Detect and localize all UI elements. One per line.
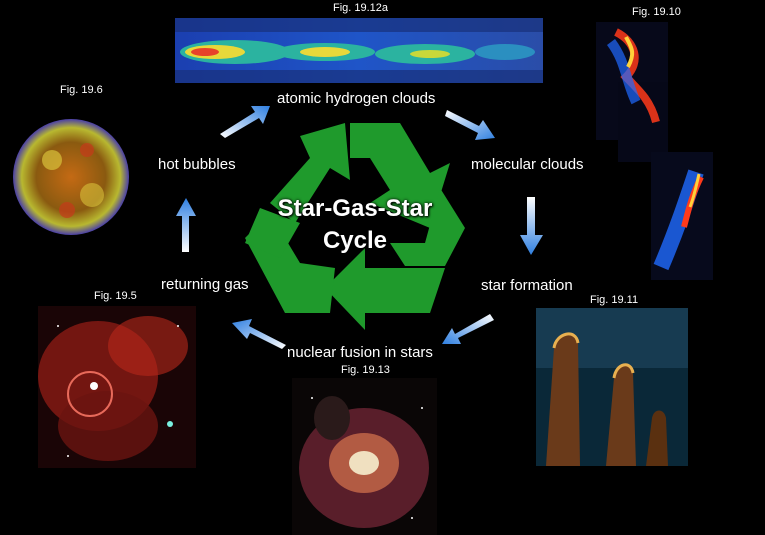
stage-hot-bubbles: hot bubbles xyxy=(158,156,236,173)
supernova-remnant-image xyxy=(13,119,129,235)
fig-label-19-13: Fig. 19.13 xyxy=(341,364,390,376)
stage-returning-gas: returning gas xyxy=(161,276,249,293)
stage-molecular-clouds: molecular clouds xyxy=(471,156,584,173)
hydrogen-map-image xyxy=(175,18,543,83)
cycle-title: Star-Gas-Star Cycle xyxy=(210,193,500,257)
arrow-bubbles-to-atomic-icon xyxy=(220,106,270,138)
arrow-atomic-to-molecular-icon xyxy=(445,110,495,140)
arrow-returning-to-bubbles-icon xyxy=(176,198,196,252)
stage-nuclear-fusion: nuclear fusion in stars xyxy=(287,344,433,361)
title-line-1: Star-Gas-Star xyxy=(277,195,433,222)
recycle-symbol-icon xyxy=(245,123,465,330)
fig-label-19-5: Fig. 19.5 xyxy=(94,290,137,302)
fig-label-19-6: Fig. 19.6 xyxy=(60,84,103,96)
orion-nebula-image xyxy=(292,378,437,535)
pillars-of-creation-image xyxy=(536,308,688,466)
fig-label-19-10: Fig. 19.10 xyxy=(632,6,681,18)
arrow-formation-to-fusion-icon xyxy=(442,314,494,344)
molecular-clouds-image xyxy=(596,22,713,280)
stage-atomic-hydrogen-clouds: atomic hydrogen clouds xyxy=(277,90,436,107)
stage-star-formation: star formation xyxy=(481,277,573,294)
arrow-fusion-to-returning-icon xyxy=(232,319,286,349)
title-line-2: Cycle xyxy=(322,227,388,254)
fig-label-19-12a: Fig. 19.12a xyxy=(333,2,389,14)
bubble-nebula-image xyxy=(38,306,196,468)
fig-label-19-11: Fig. 19.11 xyxy=(590,294,639,306)
arrow-molecular-to-formation-icon xyxy=(520,197,543,255)
